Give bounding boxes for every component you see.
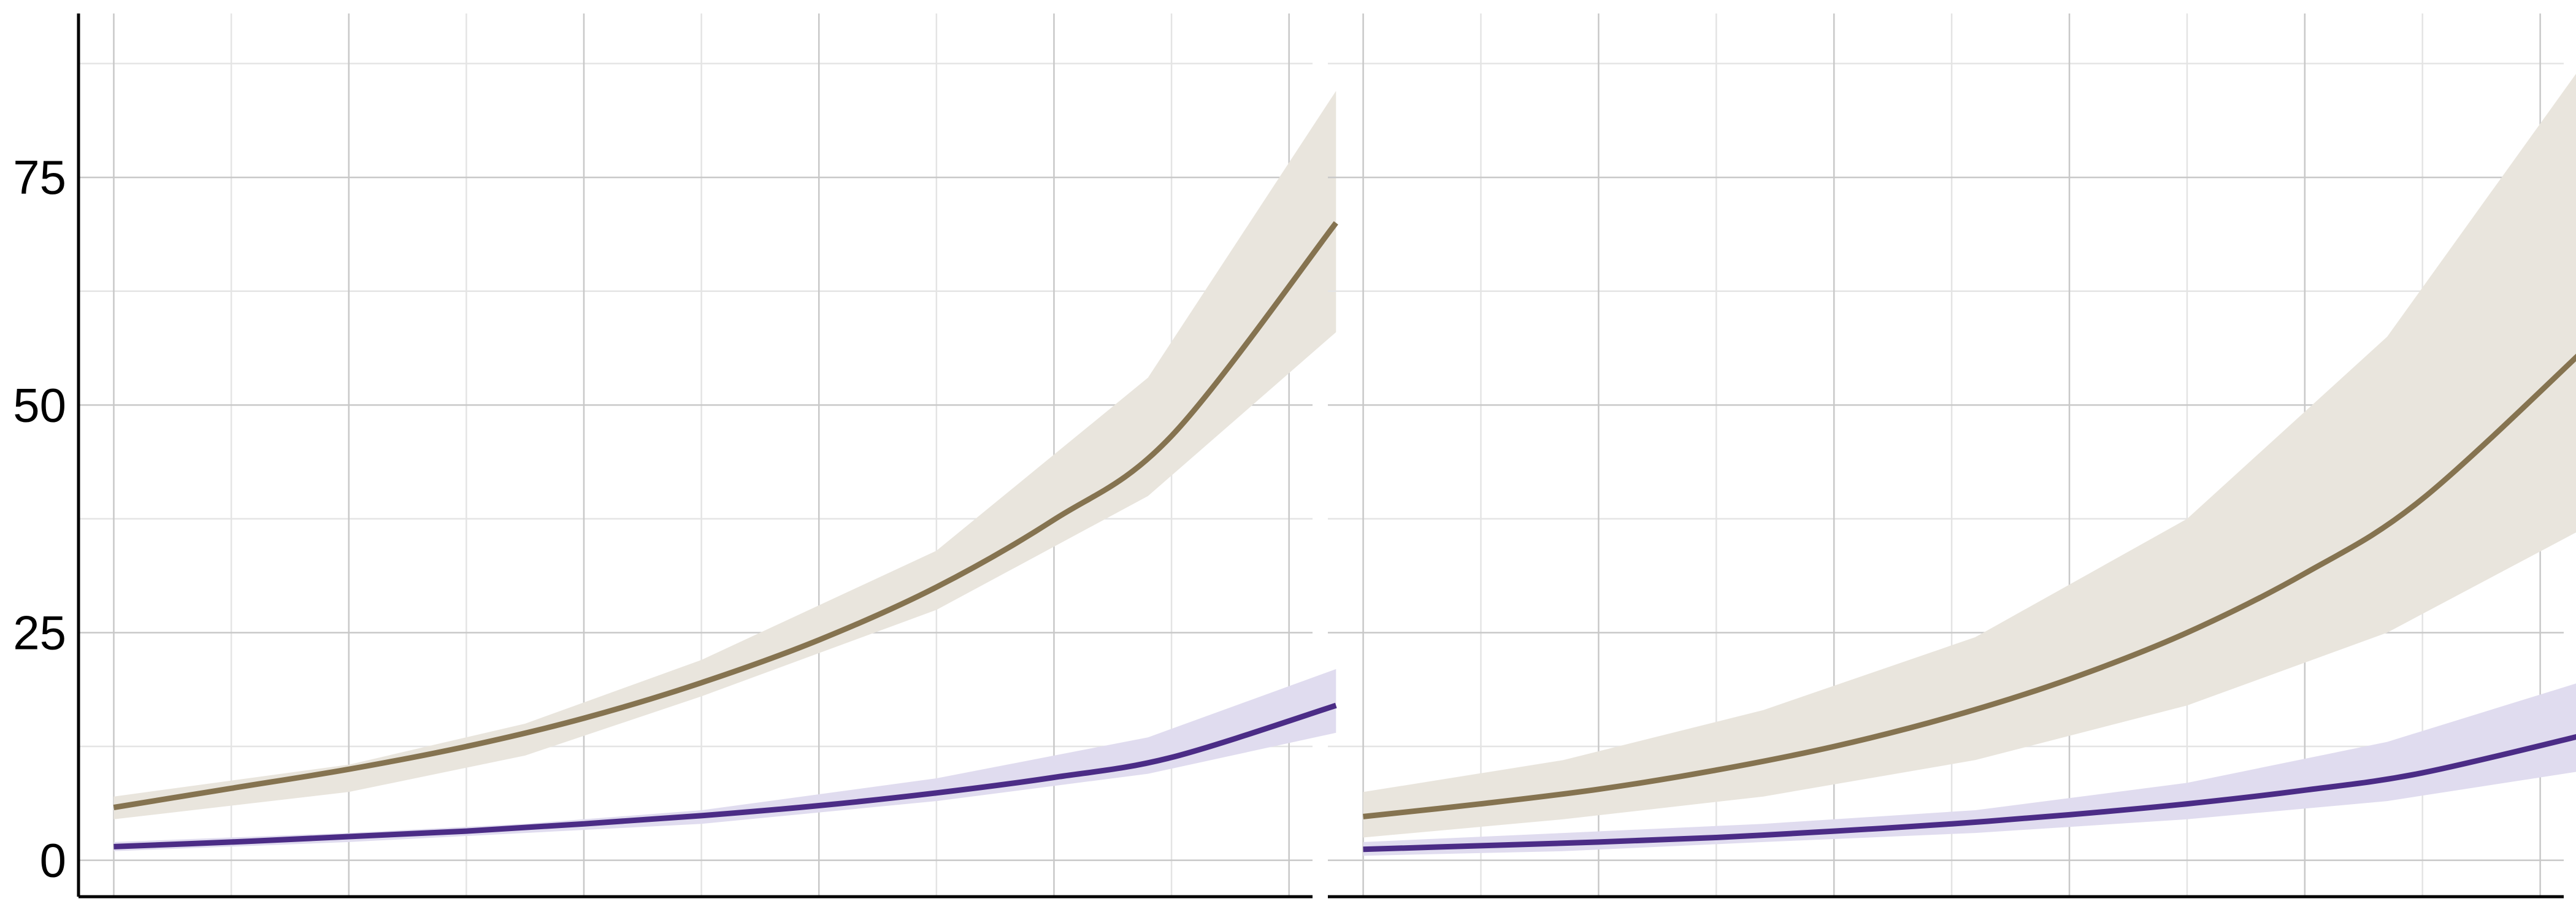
series-line-2: [1363, 734, 2576, 853]
y-tick-label: 75: [13, 150, 66, 204]
series-line-2: [113, 702, 1337, 849]
y-tick-label: 50: [13, 378, 66, 432]
right-panel: [1328, 13, 2576, 899]
series-line-1: [1363, 353, 2576, 819]
y-axis-tick-labels: 0 25 50 75: [13, 150, 66, 887]
left-panel: [79, 13, 1338, 899]
y-tick-label: 25: [13, 605, 66, 659]
series-line-1: [113, 221, 1338, 810]
confidence-band-1: [1363, 74, 2576, 838]
y-tick-label: 0: [40, 834, 66, 887]
